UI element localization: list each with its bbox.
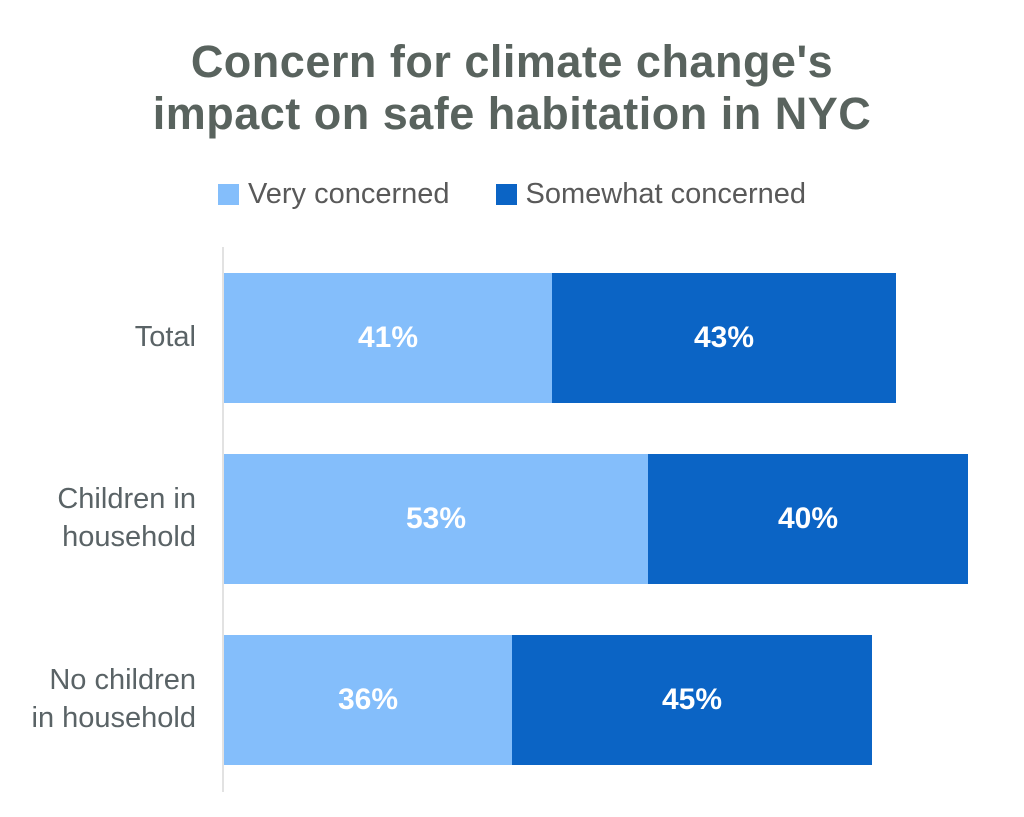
- bar-value-label: 36%: [337, 682, 399, 716]
- bar-segment-no-children-very-concerned: 36%: [224, 634, 512, 765]
- bar-segment-children-very-concerned: 53%: [224, 453, 648, 584]
- legend-item-very-concerned: Very concerned: [217, 178, 450, 211]
- y-axis-line: [222, 247, 224, 793]
- legend-label-very-concerned: Very concerned: [247, 178, 450, 211]
- category-label-no-children: No children in household: [31, 664, 196, 734]
- bar-segment-no-children-somewhat-concerned: 45%: [512, 634, 872, 765]
- plot-area: Total 41% 43% Children in household 53% …: [0, 247, 1024, 793]
- bar-row-no-children: No children in household 36% 45%: [0, 609, 1024, 790]
- legend-item-somewhat-concerned: Somewhat concerned: [495, 178, 807, 211]
- bar-segment-total-very-concerned: 41%: [224, 272, 552, 403]
- chart-title-line-2: impact on safe habitation in NYC: [152, 88, 872, 140]
- bar-row-total: Total 41% 43%: [0, 247, 1024, 428]
- legend: Very concerned Somewhat concerned: [0, 178, 1024, 211]
- category-label-total: Total: [134, 321, 196, 354]
- chart-title: Concern for climate change's impact on s…: [0, 0, 1024, 140]
- stacked-bar-total: 41% 43%: [224, 272, 896, 403]
- category-label-children: Children in household: [57, 483, 196, 553]
- legend-swatch-somewhat-concerned: [495, 184, 517, 206]
- bar-value-label: 53%: [405, 501, 467, 535]
- bar-value-label: 43%: [693, 320, 755, 354]
- bar-segment-total-somewhat-concerned: 43%: [552, 272, 896, 403]
- bar-value-label: 40%: [777, 501, 839, 535]
- bar-row-children: Children in household 53% 40%: [0, 428, 1024, 609]
- legend-label-somewhat-concerned: Somewhat concerned: [525, 178, 807, 211]
- bar-segment-children-somewhat-concerned: 40%: [648, 453, 968, 584]
- stacked-bar-no-children: 36% 45%: [224, 634, 872, 765]
- stacked-bar-children: 53% 40%: [224, 453, 968, 584]
- legend-swatch-very-concerned: [217, 184, 239, 206]
- bar-value-label: 41%: [357, 320, 419, 354]
- chart-title-line-1: Concern for climate change's: [190, 36, 834, 87]
- bar-value-label: 45%: [661, 682, 723, 716]
